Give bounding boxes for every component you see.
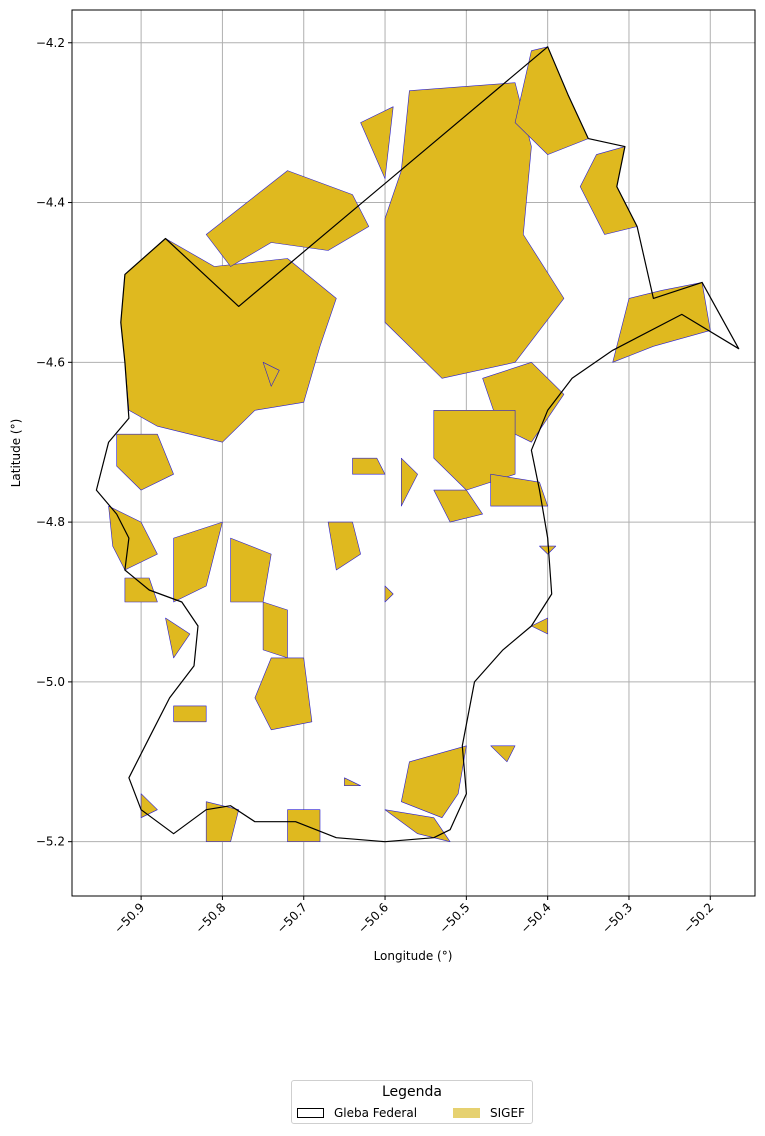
sigef-parcel: [116, 433, 174, 491]
sigef-parcel: [262, 601, 288, 659]
sigef-parcel: [352, 457, 386, 475]
sigef-parcel: [384, 809, 451, 843]
y-tick-label: −5.0: [36, 675, 65, 689]
sigef-parcel: [173, 705, 207, 723]
y-tick-label: −4.2: [36, 36, 65, 50]
legend-item-gleba: Gleba Federal: [297, 1105, 417, 1121]
sigef-parcel: [173, 521, 223, 603]
sigef-parcel: [165, 617, 191, 659]
legend-label-sigef: SIGEF: [490, 1106, 525, 1120]
legend-item-sigef: SIGEF: [453, 1105, 525, 1121]
sigef-parcel: [490, 745, 516, 763]
y-tick-label: −4.4: [36, 196, 65, 210]
sigef-parcel: [327, 521, 361, 571]
sigef-parcel: [287, 809, 321, 843]
y-tick-label: −5.2: [36, 835, 65, 849]
sigef-parcel: [205, 170, 370, 267]
sigef-parcel: [433, 489, 483, 523]
x-tick-label: −50.9: [111, 900, 147, 936]
sigef-parcel: [400, 457, 418, 507]
x-tick-label: −50.4: [518, 900, 554, 936]
x-tick-label: −50.6: [355, 900, 391, 936]
sigef-parcel: [344, 777, 361, 787]
sigef-parcel: [254, 657, 313, 731]
sigef-parcel: [384, 585, 394, 603]
sigef-parcel: [490, 473, 549, 507]
sigef-parcel: [205, 801, 239, 843]
gleba-federal-boundary: [95, 46, 740, 843]
legend-title: Legenda: [381, 1084, 442, 1100]
x-tick-label: −50.8: [193, 900, 229, 936]
y-axis-label: Latitude (°): [9, 419, 23, 488]
sigef-parcel: [400, 745, 467, 819]
legend-swatch-fill: [453, 1108, 480, 1118]
x-tick-label: −50.7: [274, 900, 310, 936]
plot-frame: [71, 9, 756, 897]
sigef-parcel: [531, 617, 549, 635]
y-tick-label: −4.6: [36, 355, 65, 369]
legend-swatch-outline: [297, 1108, 324, 1118]
legend: Legenda Gleba Federal SIGEF: [291, 1080, 533, 1124]
x-tick-label: −50.5: [437, 900, 473, 936]
y-tick-label: −4.8: [36, 515, 65, 529]
sigef-parcel: [360, 106, 394, 179]
x-tick-label: −50.3: [599, 900, 635, 936]
sigef-parcel: [262, 361, 280, 387]
sigef-parcel: [124, 577, 158, 603]
sigef-parcel: [612, 282, 711, 363]
legend-label-gleba: Gleba Federal: [334, 1106, 418, 1120]
x-tick-label: −50.2: [680, 900, 716, 936]
sigef-parcel: [140, 793, 158, 819]
sigef-parcel: [539, 545, 557, 555]
x-axis-label: Longitude (°): [374, 949, 453, 963]
map-layers: [95, 46, 740, 843]
